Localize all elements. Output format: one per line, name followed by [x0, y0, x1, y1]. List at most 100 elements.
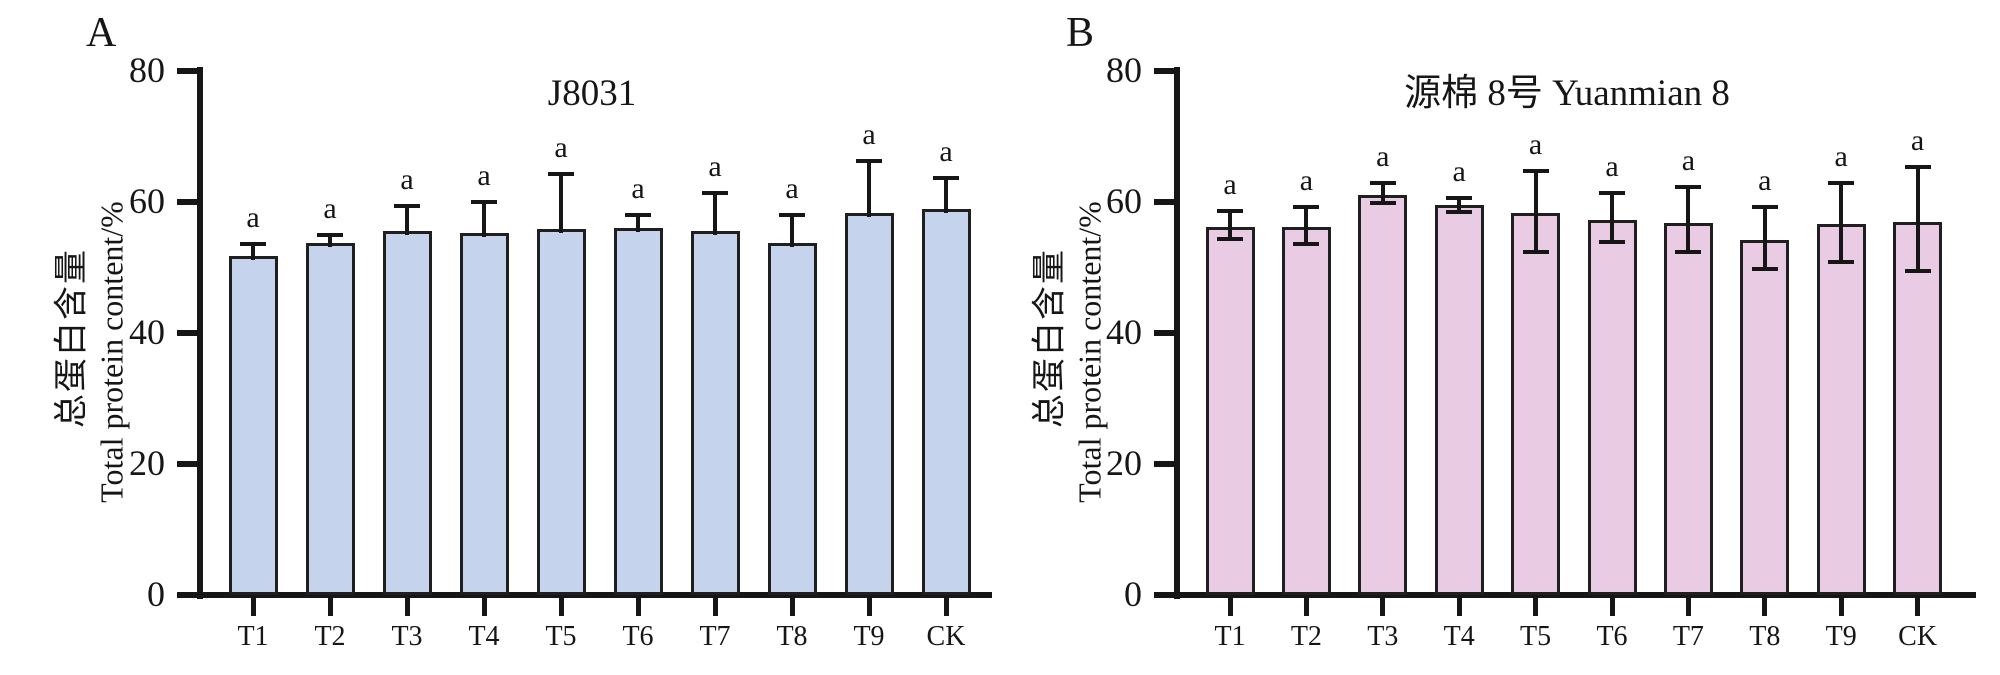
error-bar-cap-top: [625, 213, 651, 218]
x-category-label: T3: [1367, 621, 1399, 652]
error-bar-line: [1839, 183, 1844, 262]
error-bar-cap-bottom: [1675, 250, 1702, 255]
sig-label: a: [246, 200, 260, 234]
sig-label: a: [862, 118, 876, 152]
sig-label: a: [708, 149, 722, 183]
error-bar-cap-top: [1369, 181, 1396, 185]
error-bar-line: [944, 177, 948, 213]
error-bar-line: [1686, 186, 1691, 253]
error-bar-line: [251, 243, 255, 261]
y-tick-label: 40: [129, 312, 165, 352]
y-tick: [177, 461, 197, 467]
x-category-label: T4: [468, 621, 500, 652]
sig-label: a: [1758, 164, 1772, 198]
error-bar-cap-top: [1751, 205, 1778, 210]
error-bar-cap-top: [471, 200, 497, 204]
bar: [1205, 226, 1255, 595]
x-tick: [943, 598, 949, 616]
y-tick: [177, 592, 197, 598]
error-bar-cap-top: [1828, 181, 1855, 185]
error-bar-cap-bottom: [1217, 236, 1243, 241]
x-category-label: T1: [237, 621, 269, 652]
error-bar-cap-top: [702, 190, 728, 195]
y-tick: [1154, 461, 1174, 467]
bar: [228, 256, 278, 595]
error-bar-cap-top: [317, 232, 343, 237]
error-bar-line: [1228, 211, 1232, 239]
x-tick: [1762, 598, 1768, 616]
x-tick: [712, 598, 718, 616]
x-tick: [635, 598, 641, 616]
panel-b-title: 源棉 8号 Yuanmian 8: [1404, 73, 1730, 114]
x-category-label: T4: [1443, 621, 1475, 652]
y-tick: [177, 68, 197, 74]
sig-label: a: [554, 130, 568, 164]
sig-label: a: [1605, 149, 1619, 183]
bar: [1663, 222, 1713, 595]
x-tick: [250, 598, 256, 616]
error-bar-line: [405, 205, 409, 236]
x-tick: [1915, 598, 1921, 616]
x-tick: [404, 598, 410, 616]
bar: [536, 228, 586, 595]
error-bar-cap-top: [856, 159, 882, 164]
x-axis-line: [1174, 592, 1976, 598]
error-bar-cap-top: [933, 175, 959, 180]
bar: [613, 227, 663, 595]
y-axis-spine: [1174, 67, 1180, 599]
error-bar-line: [1915, 167, 1920, 272]
error-bar-cap-top: [1675, 184, 1702, 189]
bar: [690, 231, 740, 595]
y-tick-label: 0: [147, 574, 165, 614]
bar: [1740, 239, 1790, 595]
error-bar-line: [867, 161, 871, 218]
x-category-label: CK: [1898, 621, 1938, 652]
y-axis-spine: [197, 67, 203, 599]
error-bar-cap-top: [548, 171, 574, 176]
bar: [305, 242, 355, 595]
x-category-label: T6: [622, 621, 654, 652]
x-axis-line: [197, 592, 992, 598]
y-tick-label: 40: [1106, 312, 1142, 352]
error-bar-line: [1457, 198, 1462, 212]
bar: [1434, 205, 1484, 595]
x-category-label: T7: [1672, 621, 1704, 652]
x-category-label: T2: [1290, 621, 1322, 652]
error-bar-cap-top: [240, 241, 266, 246]
y-tick-label: 60: [129, 181, 165, 221]
x-category-label: T6: [1596, 621, 1628, 652]
y-tick-label: 0: [1124, 574, 1142, 614]
error-bar-line: [1533, 171, 1538, 253]
sig-label: a: [1910, 124, 1925, 158]
x-tick: [866, 598, 872, 616]
error-bar-cap-bottom: [1599, 239, 1625, 244]
error-bar-line: [1610, 192, 1614, 242]
x-category-label: T3: [391, 621, 423, 652]
sig-label: a: [1376, 140, 1390, 173]
y-tick: [177, 330, 197, 336]
sig-label: a: [477, 159, 491, 192]
error-bar-line: [790, 215, 794, 247]
x-category-label: T5: [545, 621, 577, 652]
x-tick: [1609, 598, 1615, 616]
x-tick: [1838, 598, 1844, 616]
error-bar-cap-top: [779, 213, 805, 218]
y-tick: [1154, 199, 1174, 205]
panel-a-title: J8031: [547, 73, 637, 114]
x-tick: [1303, 598, 1309, 616]
x-tick: [1380, 598, 1386, 616]
y-tick: [1154, 330, 1174, 336]
x-tick: [789, 598, 795, 616]
x-tick: [1456, 598, 1462, 616]
error-bar-line: [636, 215, 640, 232]
error-bar-cap-top: [1446, 196, 1473, 201]
sig-label: a: [1681, 143, 1696, 177]
y-tick-label: 20: [129, 443, 165, 483]
error-bar-line: [1380, 183, 1385, 203]
x-tick: [558, 598, 564, 616]
sig-label: a: [1299, 164, 1314, 198]
bar: [1281, 226, 1331, 595]
x-category-label: T8: [1749, 621, 1781, 652]
y-tick-label: 80: [129, 50, 165, 90]
error-bar-cap-top: [1522, 169, 1549, 174]
